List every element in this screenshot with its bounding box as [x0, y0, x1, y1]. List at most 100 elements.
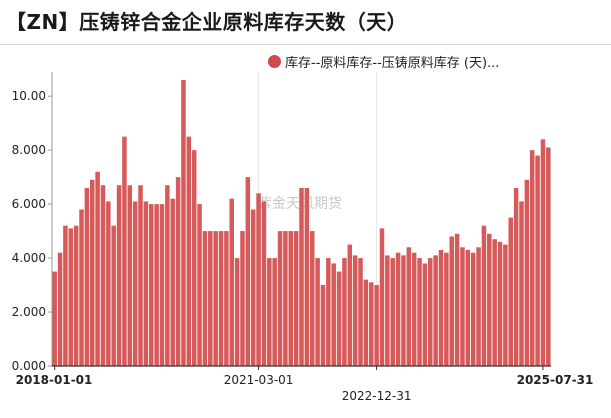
- bar: [540, 139, 546, 366]
- bar: [208, 231, 213, 366]
- bar: [497, 241, 503, 366]
- bar: [299, 187, 304, 366]
- bar: [320, 285, 326, 366]
- bar: [374, 285, 379, 366]
- bar: [95, 171, 100, 366]
- bar: [411, 252, 417, 366]
- bar: [352, 255, 358, 366]
- bar: [132, 201, 138, 366]
- bar: [476, 247, 481, 366]
- bar: [52, 271, 57, 366]
- bar: [175, 177, 181, 366]
- legend[interactable]: 库存--原料库存--压铸原料库存 (天)...: [268, 52, 499, 71]
- bar: [267, 258, 272, 366]
- bar: [218, 231, 224, 366]
- bar: [89, 179, 95, 366]
- y-tick-label: 10.00: [12, 89, 46, 103]
- bar: [138, 185, 143, 366]
- bar: [250, 209, 256, 366]
- bar: [417, 258, 422, 366]
- y-tick-label: 0.000: [12, 359, 46, 373]
- bar: [513, 187, 519, 366]
- bar: [460, 247, 465, 366]
- bar: [368, 282, 374, 366]
- y-tick-label: 8.000: [12, 143, 46, 157]
- bar: [363, 279, 369, 366]
- bar: [73, 225, 79, 366]
- bar: [347, 244, 353, 366]
- x-tick-label: 2025-07-31: [517, 373, 594, 387]
- bar: [304, 187, 310, 366]
- y-tick-label: 6.000: [12, 197, 46, 211]
- bar: [406, 247, 412, 366]
- bar: [449, 236, 454, 366]
- x-tick-label: 2018-01-01: [16, 373, 93, 387]
- bar: [277, 231, 283, 366]
- bar: [293, 231, 299, 366]
- bar: [181, 80, 186, 366]
- bar: [508, 217, 514, 366]
- bar: [106, 201, 111, 366]
- bar: [165, 185, 170, 366]
- bar: [385, 255, 390, 366]
- bar: [390, 258, 395, 366]
- bar: [428, 258, 433, 366]
- bar: [342, 258, 347, 366]
- bar: [261, 201, 267, 366]
- bar: [288, 231, 294, 366]
- bar: [503, 244, 508, 366]
- bar: [444, 252, 449, 366]
- bar: [240, 231, 245, 366]
- bar: [422, 263, 428, 366]
- bar: [492, 239, 497, 366]
- bar: [524, 179, 530, 366]
- bar: [535, 155, 540, 366]
- bar: [487, 233, 492, 366]
- legend-dot-icon: [268, 55, 281, 68]
- bar: [143, 201, 149, 366]
- bar: [358, 258, 363, 366]
- bar: [245, 177, 251, 366]
- bar: [379, 228, 385, 366]
- bar: [529, 150, 535, 366]
- bar: [79, 209, 84, 366]
- bar: [465, 249, 471, 366]
- bar: [546, 147, 551, 366]
- bar: [336, 271, 342, 366]
- bar: [395, 252, 401, 366]
- title-divider: [0, 44, 611, 45]
- bar: [454, 233, 460, 366]
- bar: [224, 231, 229, 366]
- bar: [170, 198, 175, 366]
- bar: [234, 258, 240, 366]
- x-tick-label: 2022-12-31: [342, 389, 412, 403]
- bar: [401, 255, 406, 366]
- bar: [111, 225, 116, 366]
- bar: [272, 258, 277, 366]
- bar: [84, 187, 90, 366]
- bar: [438, 249, 444, 366]
- bar: [191, 150, 197, 366]
- bar: [127, 185, 133, 366]
- bar: [256, 193, 261, 366]
- bar: [186, 136, 192, 366]
- bar: [57, 252, 63, 366]
- y-tick-label: 2.000: [12, 305, 46, 319]
- chart-title: 【ZN】压铸锌合金企业原料库存天数（天）: [6, 10, 408, 34]
- y-tick-label: 4.000: [12, 251, 46, 265]
- bar: [283, 231, 288, 366]
- bar: [68, 228, 74, 366]
- bar: [159, 204, 165, 366]
- bar: [481, 225, 487, 366]
- bar: [197, 204, 202, 366]
- bar: [100, 185, 106, 366]
- bar: [154, 204, 159, 366]
- bar: [315, 258, 320, 366]
- bar: [202, 231, 208, 366]
- bar: [149, 204, 154, 366]
- x-tick-label: 2021-03-01: [224, 373, 294, 387]
- bar: [63, 225, 68, 366]
- bar: [470, 252, 476, 366]
- legend-label: 库存--原料库存--压铸原料库存 (天)...: [285, 56, 500, 71]
- bar: [433, 255, 438, 366]
